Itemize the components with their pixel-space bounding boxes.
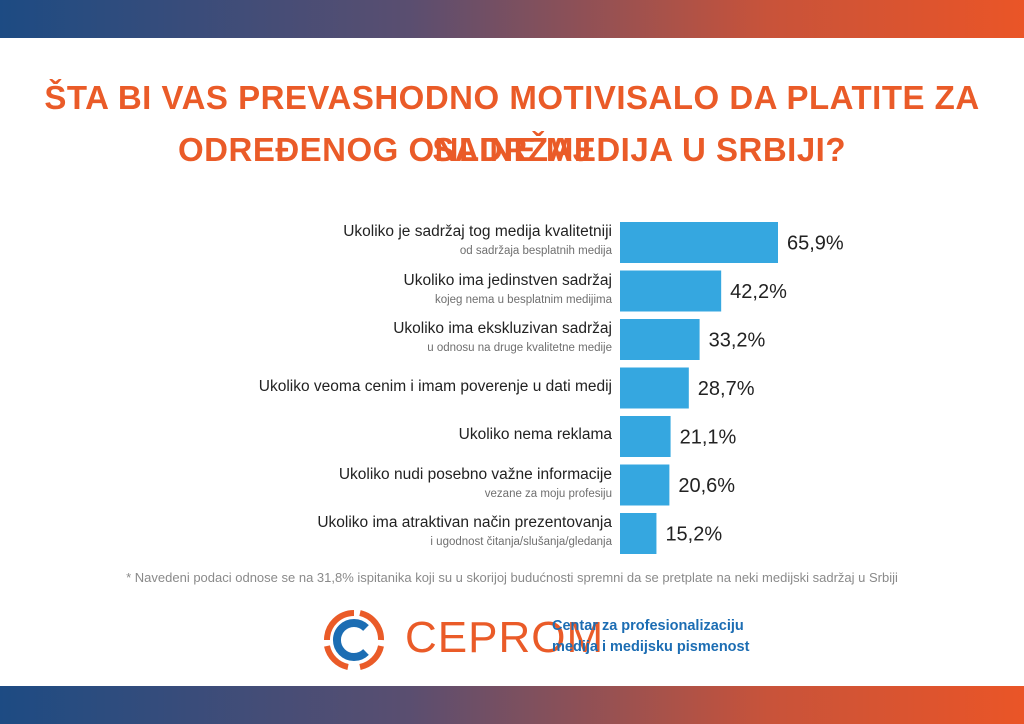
bar (620, 513, 657, 554)
bar-value-label: 42,2% (730, 281, 787, 303)
category-sublabel: vezane za moju profesiju (484, 487, 612, 500)
category-sublabel: od sadržaja besplatnih medija (459, 245, 612, 257)
bar-value-label: 20,6% (678, 475, 735, 497)
brand-tagline: Centar za profesionalizaciju medija i me… (552, 616, 749, 658)
bar (620, 367, 689, 409)
category-label: Ukoliko veoma cenim i imam poverenje u d… (258, 377, 612, 395)
category-label: Ukoliko nema reklama (458, 426, 612, 443)
bar (620, 319, 700, 360)
bar (620, 416, 671, 457)
bottom-gradient-band (0, 686, 1024, 724)
bar-value-label: 65,9% (787, 233, 844, 255)
category-label: Ukoliko ima ekskluzivan sadržaj (393, 320, 612, 337)
tagline-line-2: medija i medijsku pismenost (552, 639, 750, 655)
tagline-line-1: Centar za profesionalizaciju (552, 618, 744, 634)
chart-title-line-2: ODREĐENOG ONLINE MEDIJA U SRBIJI? (177, 131, 846, 168)
bar-value-label: 33,2% (709, 330, 766, 352)
bar-value-label: 28,7% (698, 378, 755, 400)
bar (620, 270, 722, 312)
category-sublabel: u odnosu na druge kvalitetne medije (427, 342, 612, 354)
category-sublabel: i ugodnost čitanja/slušanja/gledanja (430, 536, 612, 548)
cerprom-logo-icon (324, 610, 385, 670)
bar (620, 464, 670, 506)
category-label: Ukoliko nudi posebno važne informacije (338, 465, 612, 483)
bar-value-label: 15,2% (665, 524, 722, 546)
category-label: Ukoliko ima jedinstven sadržaj (403, 271, 612, 289)
top-gradient-band (0, 0, 1024, 38)
brand-name: CEPROM (405, 613, 605, 662)
category-label: Ukoliko ima atraktivan način prezentovan… (317, 514, 612, 531)
bar (620, 222, 778, 263)
bar-value-label: 21,1% (680, 427, 737, 449)
footnote: * Navedeni podaci odnose se na 31,8% isp… (126, 570, 898, 585)
category-label: Ukoliko je sadržaj tog medija kvalitetni… (343, 223, 612, 240)
category-sublabel: kojeg nema u besplatnim medijima (434, 293, 612, 306)
chart-title-line-1: ŠTA BI VAS PREVASHODNO MOTIVISALO DA PLA… (44, 79, 980, 168)
